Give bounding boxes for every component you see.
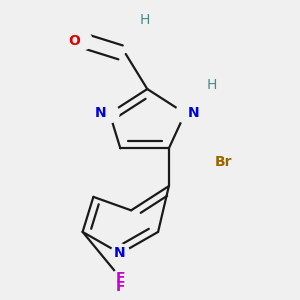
Circle shape bbox=[176, 104, 194, 123]
Text: H: H bbox=[140, 13, 150, 27]
Circle shape bbox=[100, 104, 119, 123]
Circle shape bbox=[111, 244, 130, 263]
Circle shape bbox=[73, 31, 92, 50]
Text: F: F bbox=[116, 280, 125, 294]
Text: N: N bbox=[114, 247, 126, 260]
Text: Br: Br bbox=[215, 155, 232, 169]
Text: N: N bbox=[188, 106, 200, 120]
Circle shape bbox=[135, 20, 154, 39]
Text: H: H bbox=[207, 78, 217, 92]
Circle shape bbox=[194, 82, 213, 101]
Circle shape bbox=[202, 152, 221, 171]
Text: F: F bbox=[116, 271, 125, 285]
Circle shape bbox=[112, 270, 128, 286]
Text: N: N bbox=[95, 106, 107, 120]
Text: O: O bbox=[68, 34, 80, 47]
